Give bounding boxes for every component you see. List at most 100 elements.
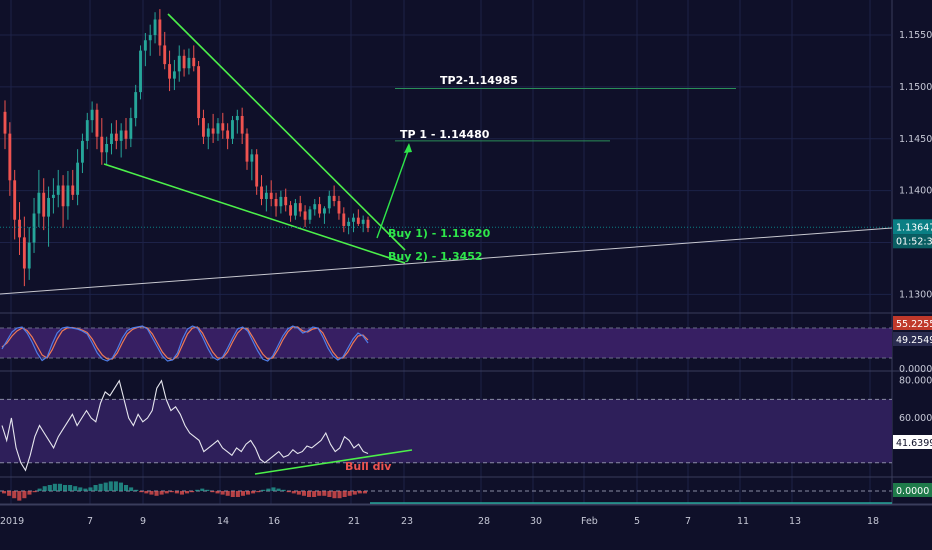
date-label: 30 <box>530 516 542 527</box>
candle-body <box>250 154 254 162</box>
hist-bar <box>78 487 83 491</box>
target-arrow-head <box>404 143 412 153</box>
candle-body <box>85 120 89 141</box>
candle-body <box>318 204 322 214</box>
candle-body <box>226 130 230 139</box>
hist-bar <box>240 491 245 496</box>
hist-bar <box>276 488 281 491</box>
date-axis: 2019 7 9 14 16 21 23 28 30 Feb 5 7 11 13 18 <box>0 504 932 527</box>
hist-bar <box>205 489 210 491</box>
hist-bar <box>225 491 230 496</box>
date-label: 7 <box>685 516 691 527</box>
date-label: 9 <box>140 516 146 527</box>
candle-body <box>177 55 181 72</box>
hist-bar <box>357 491 362 494</box>
candle-body <box>61 185 65 207</box>
candle-body <box>361 219 365 224</box>
date-label: 23 <box>401 516 413 527</box>
hist-bar <box>73 486 78 491</box>
hist-bar <box>124 485 129 491</box>
hist-zero-label-tag <box>893 483 932 497</box>
candle-body <box>153 19 157 36</box>
candle-body <box>347 221 351 226</box>
date-label: 18 <box>867 516 879 527</box>
price-tick-label: 1.15500 <box>899 30 932 41</box>
candle-body <box>47 197 50 217</box>
price-tick-label: 1.14000 <box>899 186 932 197</box>
hist-bar <box>312 491 317 497</box>
hist-bar <box>266 488 271 491</box>
candle-body <box>18 219 21 238</box>
stoch-k-line <box>1 325 369 362</box>
price-tick-label: 1.14500 <box>899 134 932 145</box>
date-label: 16 <box>268 516 280 527</box>
candle-body <box>37 192 41 214</box>
candle-body <box>22 237 26 269</box>
stoch-second-label-tag <box>893 332 932 346</box>
candle-body <box>81 140 84 163</box>
candle-body <box>323 208 326 214</box>
rsi-last-label-tag <box>893 435 932 449</box>
candle-body <box>240 115 244 134</box>
axis-value-labels: 55.225549.25490.000080.000060.000041.639… <box>893 316 932 497</box>
candle-body <box>279 196 283 207</box>
hist-bar <box>32 491 37 493</box>
stoch-second-label: 49.2549 <box>896 335 932 346</box>
hist-bar <box>261 489 266 491</box>
candle-body <box>337 201 341 214</box>
hist-bar <box>362 491 367 494</box>
lower-trendline <box>103 163 406 264</box>
candle-body <box>342 213 346 226</box>
hist-bar <box>27 491 32 495</box>
candle-body <box>143 40 147 51</box>
candle-body <box>289 205 292 216</box>
hist-bar <box>47 485 52 491</box>
candle-body <box>134 92 138 119</box>
candle-body <box>182 55 186 69</box>
long-support-line <box>0 227 893 295</box>
candle-body <box>197 66 201 119</box>
candle-body <box>235 115 239 121</box>
candle-body <box>76 162 80 195</box>
rsi-tick-label: 80.0000 <box>899 376 932 387</box>
hist-bar <box>169 491 174 493</box>
hist-bar <box>164 491 169 494</box>
candle-body <box>216 123 220 134</box>
candle-body <box>356 217 360 224</box>
candle-body <box>327 195 331 209</box>
hist-bar <box>342 491 347 497</box>
last-price-tag <box>893 219 932 235</box>
hist-bar <box>52 483 57 491</box>
candle-body <box>124 130 128 139</box>
hist-bar <box>93 485 98 491</box>
candle-body <box>274 198 278 207</box>
hist-bar <box>2 491 7 494</box>
date-label: 14 <box>217 516 229 527</box>
candle-body <box>269 192 273 199</box>
last-price-label: 1.13647 <box>896 222 932 233</box>
candle-body <box>90 109 94 121</box>
stoch-band <box>0 328 892 358</box>
candle-body <box>27 242 31 269</box>
hist-bar <box>113 481 118 491</box>
stoch-last-label: 55.2255 <box>896 319 932 330</box>
hist-bar <box>185 491 190 494</box>
hist-bar <box>327 491 332 497</box>
hist-bar <box>210 491 215 493</box>
price-annotations: TP2-1.14985 TP 1 - 1.14480 Buy 1) - 1.1362… <box>0 13 893 295</box>
date-label: 5 <box>634 516 640 527</box>
hist-bar <box>17 491 22 501</box>
hist-bar <box>103 482 108 491</box>
candle-body <box>139 50 142 93</box>
date-label: 7 <box>87 516 93 527</box>
histogram-panel <box>0 481 892 504</box>
price-tick-label: 1.13000 <box>899 289 932 300</box>
candle-body <box>206 128 210 137</box>
candles <box>3 9 370 287</box>
candle-body <box>284 196 288 206</box>
candle-body <box>66 185 70 207</box>
date-label: Feb <box>581 516 598 527</box>
hist-bar <box>200 488 205 491</box>
